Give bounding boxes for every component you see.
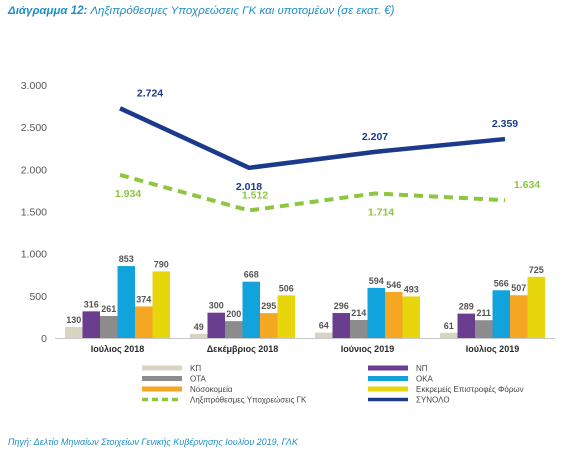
bar-value-label: 300 (209, 301, 224, 311)
line-value-label: 1.512 (242, 189, 268, 201)
bar-νπ (457, 313, 475, 338)
bar-νπ (332, 313, 350, 338)
bar-value-label: 211 (476, 308, 491, 318)
line-value-label: 2.018 (236, 181, 262, 193)
line-ληξιπρόθεσμες-υποχρεώσεις-γκ (119, 172, 506, 213)
bar-value-label: 316 (84, 299, 99, 309)
bar-οκα (117, 266, 135, 338)
legend: ΚΠ ΝΠ ΟΤΑ ΟΚΑ Νοσοκομεία Εκκρεμείς Επιστροφές… (142, 364, 524, 405)
bar-value-label: 725 (529, 265, 544, 275)
x-category-label: Ιούλιος 2019 (466, 344, 519, 354)
bar-οτα (475, 320, 493, 338)
bar-value-label: 49 (194, 322, 204, 332)
chart-title-prefix: Διάγραμμα 12: (8, 5, 88, 17)
legend-label: Ληξιπρόθεσμες Υποχρεώσεις ΓΚ (190, 396, 307, 405)
bar-οτα (100, 315, 118, 338)
line-value-label: 2.359 (492, 118, 518, 130)
x-category-label: Δεκέμβριος 2018 (207, 344, 279, 354)
y-tick-label: 3.000 (21, 80, 47, 92)
x-category-label: Ιούλιος 2018 (91, 344, 144, 354)
bar-value-label: 296 (334, 301, 349, 311)
line-value-label: 2.724 (137, 87, 163, 99)
bar-value-label: 546 (386, 280, 401, 290)
bar-νοσοκομεία (385, 291, 403, 338)
bar-value-label: 295 (261, 301, 276, 311)
bar-value-label: 507 (511, 283, 526, 293)
chart-title-text: Ληξιπρόθεσμες Υποχρεώσεις ΓΚ και υποτομέ… (90, 5, 395, 17)
bar-value-label: 566 (494, 278, 509, 288)
bar-value-label: 289 (459, 302, 474, 312)
bar-οκα (367, 287, 385, 338)
line-συνολο (119, 106, 506, 171)
bar-series: 130 49 64 61 316 300 296 289 261 200 214 211 853 668 5… (65, 254, 545, 338)
bar-value-label: 64 (319, 321, 329, 331)
bar-νοσοκομεία (135, 306, 153, 338)
legend-swatch (142, 386, 182, 392)
bar-κπ (190, 333, 208, 338)
bar-value-label: 214 (351, 308, 366, 318)
legend-label: Νοσοκομεία (190, 385, 233, 394)
y-tick-label: 2.500 (21, 122, 47, 134)
legend-label: ΝΠ (416, 364, 428, 373)
bar-εκκρεμείς-επιστροφές-φόρων (527, 276, 545, 338)
legend-swatch (142, 365, 182, 371)
legend-swatch (368, 386, 408, 392)
bar-value-label: 200 (226, 309, 241, 319)
bar-value-label: 61 (444, 321, 454, 331)
y-tick-label: 0 (41, 333, 47, 345)
chart-title: Διάγραμμα 12: Ληξιπρόθεσμες Υποχρεώσεις … (8, 5, 395, 17)
line-value-label: 1.934 (115, 188, 141, 200)
line-value-label: 1.634 (514, 179, 540, 191)
y-axis: 0 500 1.000 1.500 2.000 2.500 3.000 Ιούλιος 201… (21, 80, 555, 354)
y-tick-label: 500 (29, 291, 47, 303)
legend-label: ΚΠ (190, 364, 201, 373)
bar-νοσοκομεία (260, 313, 278, 338)
y-tick-label: 1.000 (21, 249, 47, 261)
bar-value-label: 374 (136, 294, 151, 304)
legend-swatch (368, 376, 408, 381)
bar-κπ (440, 332, 458, 338)
bar-value-label: 853 (119, 254, 134, 264)
y-tick-label: 2.000 (21, 164, 47, 176)
bar-value-label: 790 (154, 259, 169, 269)
bar-νπ (207, 312, 225, 338)
bar-νοσοκομεία (510, 295, 528, 338)
bar-value-label: 130 (66, 315, 81, 325)
line-value-label: 2.207 (362, 131, 388, 143)
legend-label: Εκκρεμείς Επιστροφές Φόρων (416, 385, 524, 394)
bar-οτα (350, 319, 368, 338)
bar-οκα (242, 281, 260, 338)
bar-εκκρεμείς-επιστροφές-φόρων (402, 296, 420, 338)
line-series: 1.934 1.512 1.714 1.634 2.724 2.018 2.207 2.359 (115, 87, 540, 218)
bar-νπ (82, 311, 100, 338)
x-category-label: Ιούνιος 2019 (341, 344, 394, 354)
bar-εκκρεμείς-επιστροφές-φόρων (152, 271, 170, 338)
bar-value-label: 668 (244, 270, 259, 280)
bar-value-label: 261 (101, 304, 116, 314)
legend-label: ΣΥΝΟΛΟ (416, 396, 450, 405)
bar-value-label: 594 (369, 276, 384, 286)
legend-swatch (368, 365, 408, 371)
line-value-label: 1.714 (368, 206, 394, 218)
bar-value-label: 506 (279, 283, 294, 293)
source-note: Πηγή: Δελτίο Μηνιαίων Στοιχείων Γενικής … (8, 437, 298, 447)
bar-οκα (492, 290, 510, 338)
bar-οτα (225, 321, 243, 338)
legend-label: ΟΚΑ (416, 375, 434, 384)
y-tick-label: 1.500 (21, 207, 47, 219)
bar-κπ (315, 332, 333, 338)
bar-value-label: 493 (404, 284, 419, 294)
legend-swatch (142, 376, 182, 381)
bar-κπ (65, 327, 83, 338)
legend-label: ΟΤΑ (190, 375, 207, 384)
bar-εκκρεμείς-επιστροφές-φόρων (277, 295, 295, 338)
